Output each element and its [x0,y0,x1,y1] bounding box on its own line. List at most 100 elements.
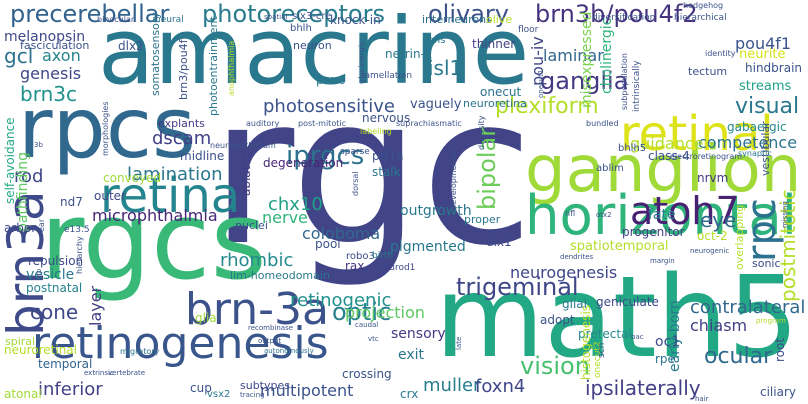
word-six3-cre: six3-cre [292,11,332,22]
word-streams: streams [739,79,792,94]
word-missing: missing [781,201,789,228]
word-onecut1: onecut1 [537,69,545,98]
word-gfp: gfp [35,268,43,280]
word-bhlh5: bhlh5 [618,143,647,154]
word-spatial: spatial [264,13,288,21]
word-subpopulation: subpopulation [620,53,629,110]
word-spiral: spiral [5,335,36,348]
word-glial: glial [562,297,587,311]
word-anophthalmia: anophthalmia [227,40,236,96]
word-lamellation: lamellation [362,71,413,81]
word-rod: rod [14,166,44,187]
word-fate: fate [648,207,676,223]
word-dorsal: dorsal [351,171,360,196]
word-suprachiasmatic: suprachiasmatic [396,119,462,128]
word-atoh7: atoh7 [630,189,740,233]
word-recombinase: recombinase [248,324,294,332]
word-synaptic: synaptic [738,149,772,158]
word-glia: glia [195,311,217,325]
word-cholinergic: cholinergic [599,17,615,94]
word-bac: bac [631,333,644,341]
word-intrinsically: intrinsically [632,60,642,112]
word-amacrine: amacrine [98,0,530,105]
word-dscam: dscam [152,128,212,149]
word-microphthalmia: microphthalmia [92,206,218,225]
word-outgrowth: outgrowth [400,203,472,219]
word-neurod1: neurod1 [378,263,416,273]
word-cup: cup [190,381,212,395]
word-retinogenesis: retinogenesis [32,318,329,369]
word-trigeminal: trigeminal [456,273,579,301]
word-labeling: labeling [360,127,392,136]
word-hierarchical: hierarchical [674,13,727,23]
word-neuroretinal: neuroretinal [4,343,77,357]
word-e13-5: e13.5 [64,225,90,235]
word-neural: neural [155,15,184,25]
word-visual: visual [735,94,800,119]
word-contralateral: contralateral [690,297,806,318]
word-spatiotemporal: spatiotemporal [570,239,669,254]
word-morphologies: morphologies [101,101,110,156]
word-dlx1: dlx1 [486,235,512,249]
word-thinner: thinner [472,37,516,51]
word-gcl: gcl [4,44,34,68]
word-hedgehog: hedgehog [683,1,724,10]
word-lim-homeodomain: lim-homeodomain [230,269,330,282]
word-nd7: nd7 [60,195,83,209]
word-ganglion: ganglion [525,133,802,207]
word-rax: rax [345,259,365,273]
word-neurite: neurite [739,47,786,62]
word-multipotent: multipotent [260,381,354,400]
word-vesicle: vesicle [26,267,75,283]
word-brn3-pou4f: brn3/pou4f [177,39,190,100]
word-ablim: ablim [596,163,624,174]
word-interneurons: interneurons [422,13,492,26]
word-vertebrate: vertebrate [108,369,146,377]
word-nuclei: nuclei [235,219,268,232]
word-pax6: pax6 [316,73,346,87]
word-hair: hair [695,395,709,403]
word-crx: crx [400,387,419,401]
word-competence: competence [698,133,798,152]
word-identity: identity [705,49,736,58]
word-glycinergic: glycinergic [357,40,366,85]
word-ocular: ocular [704,344,773,369]
word-tracing: tracing [240,391,265,399]
word-proper: proper [464,213,501,226]
word-photosensitive: photosensitive [263,96,395,117]
word-nervous: nervous [362,111,411,125]
word-pool: pool [315,237,341,251]
word-retinogenic: retinogenic [290,290,392,311]
word-nfl: nfl [565,209,576,218]
word-plexiform: plexiform [495,94,599,119]
word-program: program [756,317,786,325]
word-root: root [773,337,787,362]
word-axon: axon [42,46,81,65]
word-gabaergic: gabaergic [727,120,787,134]
word-self-avoidance: self-avoidance [3,117,17,204]
word-ipsilaterally: ipsilaterally [585,376,701,400]
word-extrinsic: extrinsic [84,369,114,377]
word-oct-2: oct-2 [697,229,728,243]
word-muller: muller [423,375,481,396]
word-3b: 3b [34,141,43,149]
word-brn3c: brn3c [20,82,77,106]
word-bundled: bundled [586,119,619,128]
word-dlx2: dlx2 [118,39,144,53]
word-neuron: neuron [293,39,332,52]
word-diversity: diversity [477,115,486,150]
word-subtypes: subtypes [240,379,290,392]
word-brn3b-pou4f2: brn3b/pou4f2 [535,0,698,28]
word-pretectal: pretectal [578,327,632,341]
word-explants: explants [158,117,205,130]
word-autonomously: autonomously [264,347,314,355]
word-migratory: migratory [120,347,160,356]
word-iprgcs: iprgcs [286,141,365,171]
word-melanopsin: melanopsin [4,29,86,45]
word-projection: projection [345,303,425,322]
word-birth: birth [372,251,394,261]
word-floor: floor [518,25,539,35]
word-ablated: ablated [239,150,253,196]
word-oc1: oc1 [655,334,681,350]
